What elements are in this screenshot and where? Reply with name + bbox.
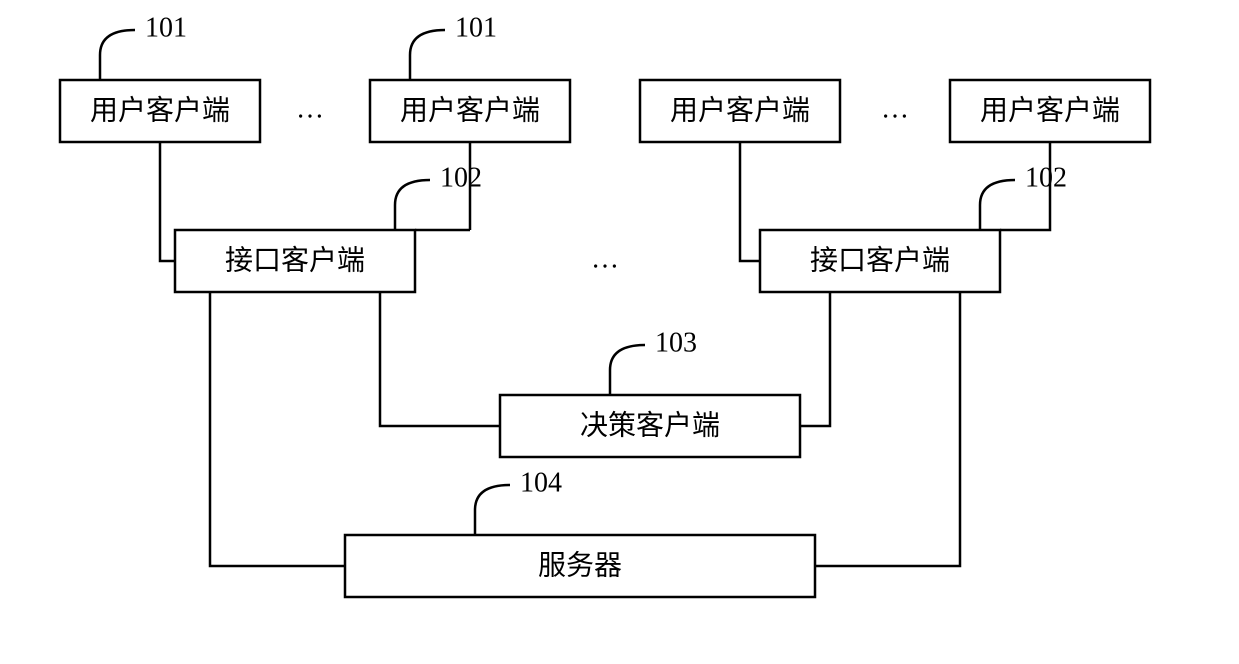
connector [740,142,760,261]
ref-number-dec: 103 [655,327,697,358]
node-label-if1: 接口客户端 [225,244,365,276]
node-label-dec: 决策客户端 [580,409,720,441]
ellipsis: … [881,93,909,124]
ref-leader-srv [475,485,510,535]
node-label-uc2: 用户客户端 [400,94,540,126]
connector [160,142,175,261]
ref-leader-uc1 [100,30,135,80]
ellipsis: … [296,93,324,124]
node-label-if2: 接口客户端 [810,244,950,276]
ellipsis: … [591,243,619,274]
architecture-diagram: 用户客户端 用户客户端 用户客户端 用户客户端接口客户端 接口客户端决策客户端服务器 … …… [0,0,1239,664]
node-label-uc4: 用户客户端 [980,94,1120,126]
ref-leader-if2 [980,180,1015,230]
node-label-uc3: 用户客户端 [670,94,810,126]
ref-number-uc1: 101 [145,12,187,43]
ref-leader-dec [610,345,645,395]
connector [800,292,830,426]
ref-number-if2: 102 [1025,162,1067,193]
node-label-srv: 服务器 [538,549,622,581]
connector [210,292,345,566]
connector [380,292,500,426]
ref-number-if1: 102 [440,162,482,193]
node-label-uc1: 用户客户端 [90,94,230,126]
ref-leader-uc2 [410,30,445,80]
ref-leader-if1 [395,180,430,230]
connector [815,292,960,566]
ref-number-srv: 104 [520,467,562,498]
ref-number-uc2: 101 [455,12,497,43]
